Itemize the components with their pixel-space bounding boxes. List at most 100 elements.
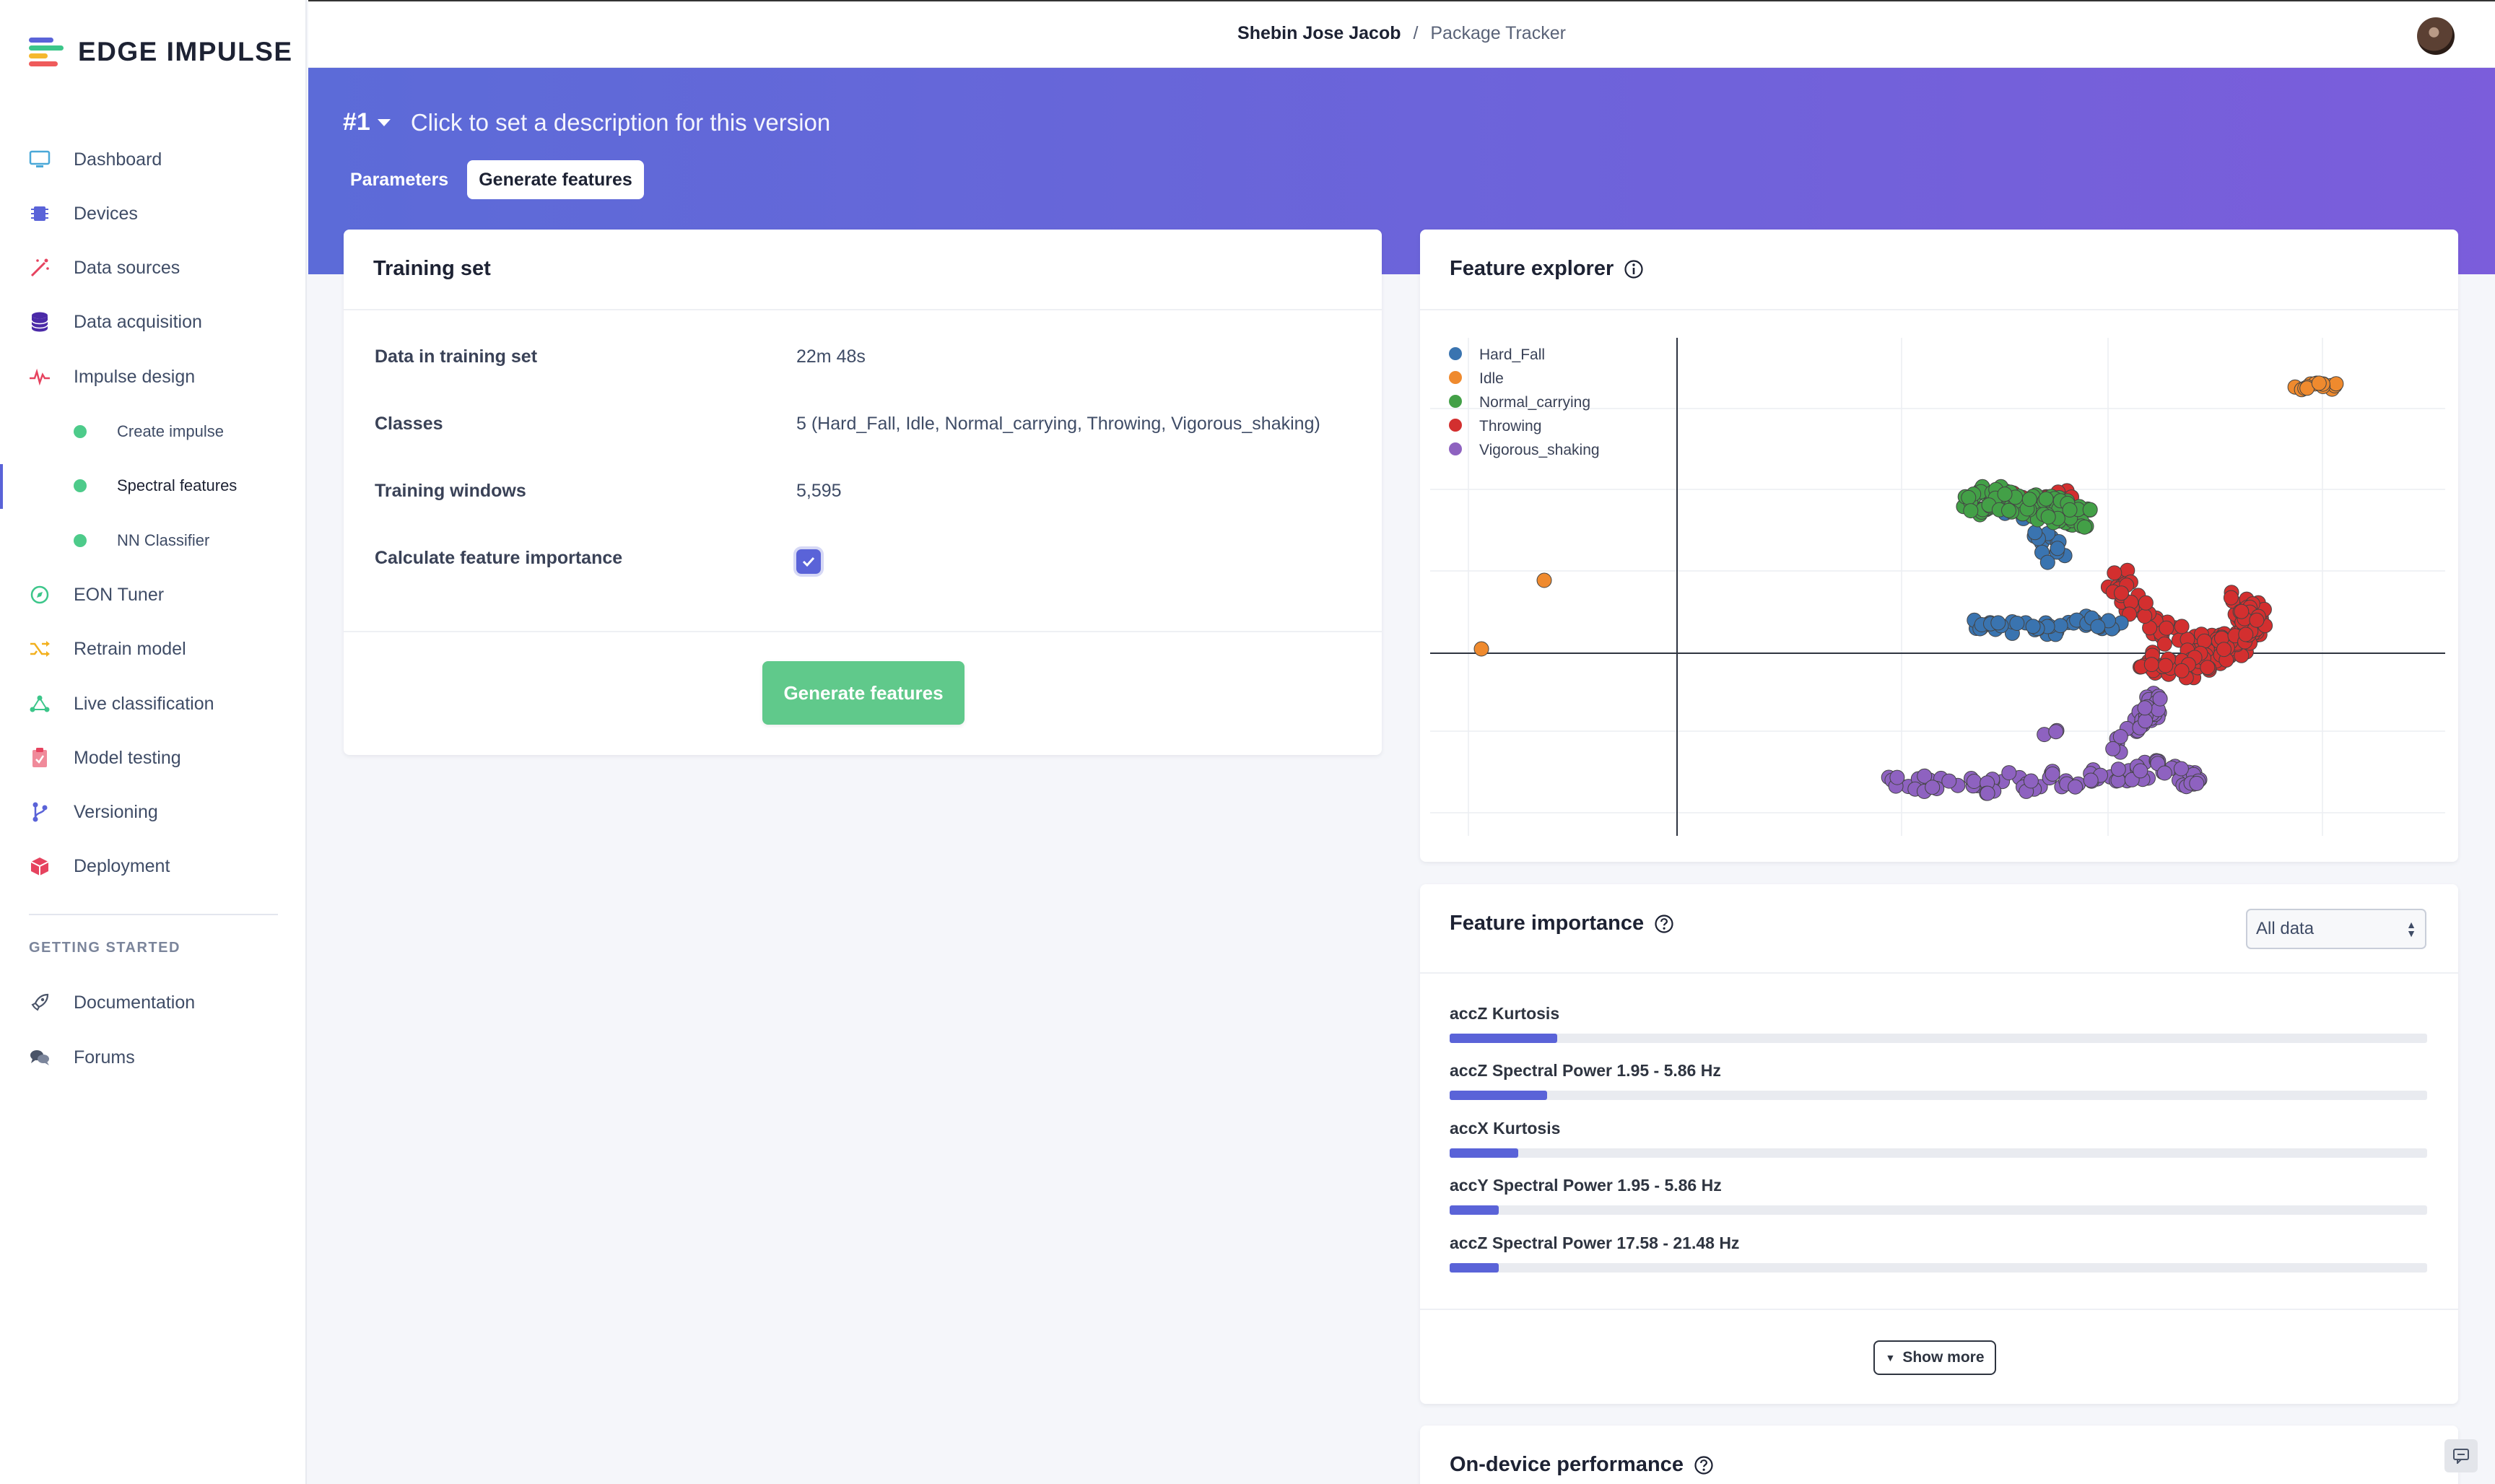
on-device-performance-title: On-device performance [1450,1453,1684,1476]
sidebar-item-label: Forums [74,1047,135,1068]
scatter-point [2090,619,2106,634]
scatter-point [2137,700,2153,716]
help-icon[interactable] [1654,914,1674,934]
sidebar-item-documentation[interactable]: Documentation [27,985,195,1021]
plot-grid [1430,338,2445,836]
breadcrumb-project[interactable]: Package Tracker [1430,23,1566,43]
feature-label: accY Spectral Power 1.95 - 5.86 Hz [1450,1176,1722,1195]
feature-bar-fill [1450,1263,1499,1273]
sidebar-item-data-acquisition[interactable]: Data acquisition [27,304,202,340]
tab-parameters[interactable]: Parameters [350,170,449,190]
sidebar-item-create-impulse[interactable]: Create impulse [74,414,224,450]
legend-item[interactable]: Throwing [1449,418,1541,435]
feature-label: accZ Kurtosis [1450,1004,1560,1023]
feature-importance-checkbox[interactable] [796,549,821,574]
show-more-label: Show more [1902,1349,1985,1366]
sidebar-item-deployment[interactable]: Deployment [27,848,170,884]
sidebar-item-live-classification[interactable]: Live classification [27,686,214,722]
legend-swatch [1449,371,1462,384]
legend-label: Throwing [1479,418,1541,435]
active-indicator [0,464,3,509]
scatter-point [2174,663,2190,678]
feature-bar-track [1450,1205,2427,1215]
sidebar-item-spectral-features[interactable]: Spectral features [74,468,237,504]
sidebar-item-retrain-model[interactable]: Retrain model [27,631,186,667]
avatar[interactable] [2417,17,2455,55]
select-arrows-icon: ▲ ▼ [2406,919,2416,939]
status-dot [74,534,87,547]
generate-features-button[interactable]: Generate features [762,661,965,725]
scatter-point [2009,616,2025,631]
card-title: On-device performance [1450,1453,1714,1477]
tab-generate-features[interactable]: Generate features [467,160,644,199]
scatter-point [2156,636,2172,652]
scatter-point [1917,768,1933,784]
feature-row: accX Kurtosis [1450,1119,2427,1158]
sidebar-item-nn-classifier[interactable]: NN Classifier [74,523,209,559]
pulse-icon [27,365,52,389]
scatter-point [2138,595,2154,611]
version-description[interactable]: Click to set a description for this vers… [410,108,831,136]
sidebar-item-label: Dashboard [74,149,162,170]
scatter-point [1997,486,2013,502]
feature-label: accZ Spectral Power 1.95 - 5.86 Hz [1450,1061,1721,1080]
breadcrumb-user[interactable]: Shebin Jose Jacob [1237,23,1401,43]
scatter-point [1889,769,1905,785]
sidebar-item-label: Documentation [74,992,196,1013]
scatter-point [2238,627,2254,642]
sidebar-item-label: EON Tuner [74,584,165,605]
wand-icon [27,256,52,280]
edge-impulse-logo[interactable]: EDGE IMPULSE [27,36,293,68]
caret-down-icon: ▼ [1885,1352,1896,1363]
scatter-point [2143,657,2159,673]
scatter-point [2133,763,2148,779]
status-dot [74,425,87,438]
feature-importance-filter-select[interactable]: All data ▲ ▼ [2246,909,2426,949]
sidebar-item-model-testing[interactable]: Model testing [27,740,181,776]
feature-bar-track [1450,1091,2427,1100]
info-icon[interactable] [1624,259,1644,279]
sidebar-item-forums[interactable]: Forums [27,1039,135,1075]
scatter-point [2052,618,2068,634]
scatter-point [2048,724,2064,740]
version-number[interactable]: #1 [343,108,370,136]
scatter-point [2152,691,2168,707]
feature-bar-fill [1450,1205,1499,1215]
scatter-point [2082,502,2098,518]
scatter-point [2038,491,2054,507]
check-icon [802,556,815,567]
legend-item[interactable]: Idle [1449,370,1504,387]
sidebar-item-dashboard[interactable]: Dashboard [27,141,162,178]
scatter-point [2138,713,2154,729]
network-icon [27,691,52,716]
card-divider [344,631,1382,632]
feature-explorer-scatter-plot[interactable]: Hard_Fall Idle Normal_carrying Throwing Vigo… [1420,323,2458,857]
scatter-point [1941,773,1957,789]
legend-item[interactable]: Vigorous_shaking [1449,442,1600,458]
tab-bar: Parameters Generate features [339,160,644,199]
show-more-button[interactable]: ▼ Show more [1873,1340,1996,1375]
chat-bubbles-icon [27,1045,52,1070]
scatter-point [2234,603,2250,619]
legend-item[interactable]: Hard_Fall [1449,346,1545,363]
plot-legend[interactable]: Hard_Fall Idle Normal_carrying Throwing Vigo… [1449,346,1600,458]
sidebar-item-devices[interactable]: Devices [27,196,138,232]
scatter-point [2083,772,2099,788]
legend-label: Idle [1479,370,1504,387]
sidebar-item-versioning[interactable]: Versioning [27,794,158,830]
feedback-chat-button[interactable] [2444,1439,2478,1472]
help-icon[interactable] [1694,1455,1714,1475]
row-label: Calculate feature importance [375,548,623,568]
caret-down-icon[interactable] [377,118,391,126]
sidebar-item-label: Model testing [74,747,181,768]
sidebar-item-eon-tuner[interactable]: EON Tuner [27,577,164,613]
feature-explorer-card: Feature explorer Hard_Fall Idle Normal_car… [1420,230,2458,862]
sidebar-item-data-sources[interactable]: Data sources [27,250,180,286]
feature-bar-fill [1450,1034,1557,1043]
legend-item[interactable]: Normal_carrying [1449,394,1590,411]
sidebar-item-impulse-design[interactable]: Impulse design [27,359,195,395]
card-divider [1420,309,2458,310]
breadcrumb-separator: / [1413,23,1419,43]
plot-points [1473,375,2344,801]
legend-swatch [1449,395,1462,408]
